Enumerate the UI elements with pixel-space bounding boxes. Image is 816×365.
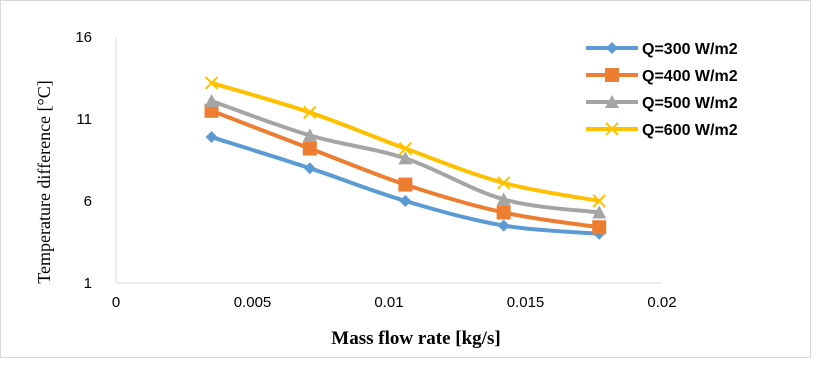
data-point	[592, 220, 607, 235]
legend-label: Q=400 W/m2	[642, 68, 738, 85]
legend-item: Q=600 W/m2	[586, 122, 738, 139]
legend-marker	[605, 68, 619, 82]
data-point	[303, 162, 316, 175]
axes	[115, 37, 662, 284]
series-line	[209, 108, 602, 230]
y-tick-label: 16	[75, 29, 92, 46]
legend-item: Q=400 W/m2	[586, 68, 738, 85]
data-point	[204, 103, 219, 118]
data-point	[496, 176, 511, 190]
legend-label: Q=600 W/m2	[642, 122, 738, 139]
data-point	[398, 141, 413, 156]
data-point	[398, 151, 413, 165]
y-axis-label: Temperature difference [°C]	[34, 80, 54, 284]
data-point	[592, 194, 606, 208]
legend-item: Q=500 W/m2	[586, 95, 738, 112]
legend-label: Q=300 W/m2	[642, 41, 738, 58]
x-tick-label: 0.01	[374, 294, 403, 311]
x-tick-label: 0.015	[507, 294, 545, 311]
legend-marker	[606, 42, 618, 54]
series-2	[204, 103, 607, 235]
y-tick-label: 6	[84, 193, 92, 210]
data-point	[496, 205, 511, 220]
legend-marker	[605, 95, 619, 108]
data-point	[398, 177, 413, 192]
data-point	[399, 195, 412, 207]
legend-item: Q=300 W/m2	[586, 41, 738, 58]
legend-marker	[605, 122, 619, 136]
data-point	[302, 141, 317, 156]
series-group	[204, 76, 607, 240]
data-point	[303, 105, 317, 120]
chart-frame	[0, 0, 811, 358]
x-axis-label: Mass flow rate [kg/s]	[331, 328, 500, 349]
series-3	[204, 93, 607, 219]
x-tick-labels: 0 0.005 0.01 0.015 0.02	[112, 294, 677, 311]
data-point	[302, 128, 317, 142]
x-tick-label: 0.005	[234, 294, 272, 311]
x-tick-label: 0.02	[647, 294, 676, 311]
data-point	[592, 205, 607, 219]
data-point	[205, 131, 218, 144]
data-point	[204, 93, 219, 107]
data-point	[497, 219, 510, 232]
legend-label: Q=500 W/m2	[642, 95, 738, 112]
legend: Q=300 W/m2 Q=400 W/m2 Q=500 W/m2 Q=600 W/m2	[586, 41, 738, 139]
data-point	[204, 76, 219, 90]
y-tick-label: 11	[76, 111, 92, 128]
x-tick-label: 0	[112, 294, 120, 311]
y-tick-label: 1	[84, 275, 92, 292]
data-point	[496, 192, 511, 206]
series-4	[204, 76, 606, 208]
